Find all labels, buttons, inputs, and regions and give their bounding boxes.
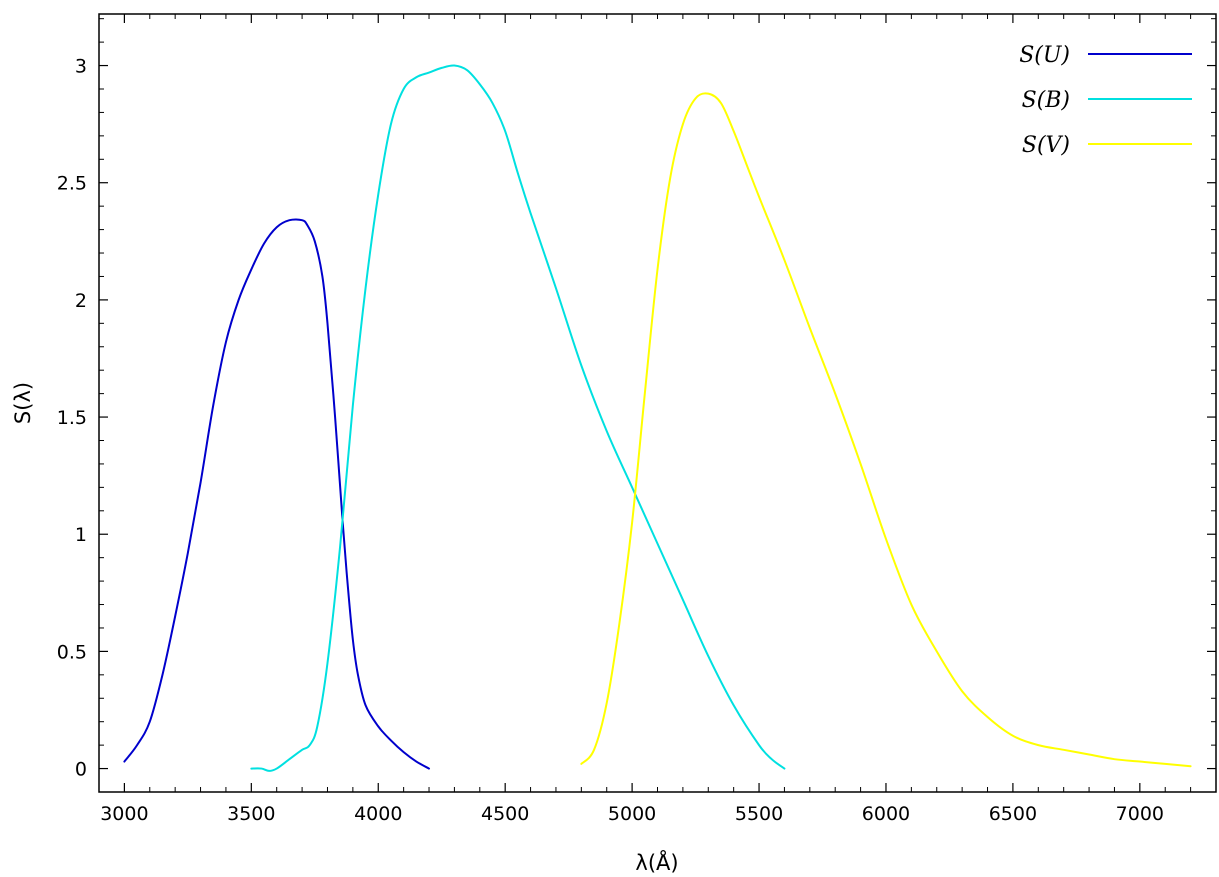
x-axis: 3000 3500 4000 4500 5000 5500 6000 6500 7000 (98, 14, 1217, 825)
x-axis-label: λ(Å) (635, 849, 678, 875)
x-tick-label: 3500 (227, 803, 275, 825)
series-line-v (580, 92, 1192, 768)
x-tick-label: 6000 (862, 803, 910, 825)
y-axis: 0 0.5 1 1.5 2 2.5 3 (57, 18, 1216, 793)
series-line-b (250, 64, 786, 772)
x-tick-label: 7000 (1116, 803, 1164, 825)
legend: S(U) S(B) S(V) (1019, 43, 1192, 158)
y-tick-label: 0.5 (57, 641, 87, 663)
y-tick-label: 3 (75, 56, 87, 78)
x-tick-label: 5000 (608, 803, 656, 825)
legend-label: S(B) (1022, 88, 1070, 113)
y-tick-label: 0 (75, 759, 87, 781)
x-tick-label: 4000 (354, 803, 402, 825)
y-tick-label: 1 (75, 524, 87, 546)
y-axis-label: S(λ) (11, 382, 35, 424)
legend-label: S(V) (1022, 133, 1070, 158)
x-tick-label: 6500 (989, 803, 1037, 825)
x-tick-label: 3000 (100, 803, 148, 825)
legend-label: S(U) (1019, 43, 1070, 68)
y-tick-label: 1.5 (57, 407, 87, 429)
y-tick-label: 2.5 (57, 173, 87, 195)
y-tick-label: 2 (75, 290, 87, 312)
x-tick-label: 5500 (735, 803, 783, 825)
series-line-u (123, 218, 431, 770)
series-lines (123, 64, 1192, 772)
plot-frame (98, 13, 1217, 793)
x-tick-label: 4500 (481, 803, 529, 825)
